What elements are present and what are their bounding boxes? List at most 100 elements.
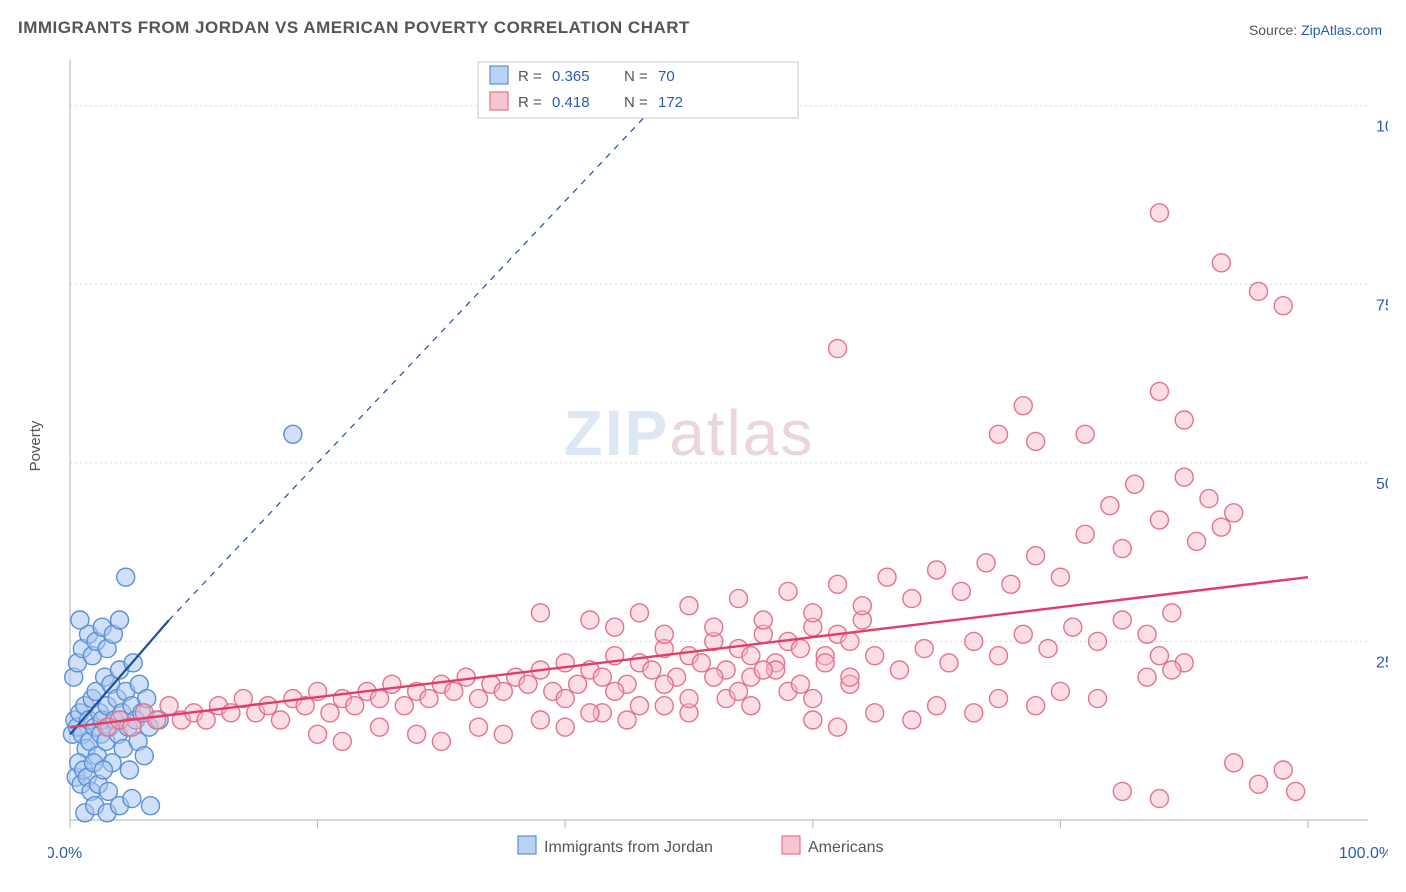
data-point (1027, 547, 1045, 565)
data-point (915, 640, 933, 658)
data-point (408, 725, 426, 743)
data-point (630, 604, 648, 622)
legend-swatch (782, 836, 800, 854)
data-point (117, 568, 135, 586)
data-point (606, 682, 624, 700)
data-point (829, 718, 847, 736)
data-point (829, 575, 847, 593)
data-point (1014, 625, 1032, 643)
data-point (148, 711, 166, 729)
data-point (1225, 754, 1243, 772)
data-point (866, 647, 884, 665)
data-point (692, 654, 710, 672)
data-point (494, 682, 512, 700)
data-point (866, 704, 884, 722)
data-point (630, 697, 648, 715)
data-point (1051, 682, 1069, 700)
data-point (878, 568, 896, 586)
data-point (1163, 604, 1181, 622)
data-point (903, 711, 921, 729)
data-point (470, 690, 488, 708)
data-point (730, 590, 748, 608)
data-point (940, 654, 958, 672)
data-point (816, 654, 834, 672)
data-point (371, 718, 389, 736)
data-point (593, 668, 611, 686)
data-point (1249, 282, 1267, 300)
data-point (791, 640, 809, 658)
data-point (965, 704, 983, 722)
x-tick-label: 0.0% (48, 845, 82, 862)
scatter-plot: 25.0%50.0%75.0%100.0%ZIPatlas0.0%100.0%R… (48, 50, 1388, 870)
data-point (705, 668, 723, 686)
y-tick-label: 100.0% (1376, 119, 1388, 136)
y-tick-label: 50.0% (1376, 476, 1388, 493)
data-point (420, 690, 438, 708)
data-point (705, 618, 723, 636)
data-point (804, 690, 822, 708)
data-point (94, 761, 112, 779)
source-link[interactable]: ZipAtlas.com (1301, 22, 1382, 38)
svg-text:N =: N = (624, 68, 648, 85)
legend-label: Americans (808, 839, 884, 856)
legend-swatch (518, 836, 536, 854)
data-point (71, 611, 89, 629)
data-point (1212, 254, 1230, 272)
source-attribution: Source: ZipAtlas.com (1249, 22, 1382, 38)
data-point (1113, 540, 1131, 558)
data-point (1027, 697, 1045, 715)
data-point (928, 697, 946, 715)
data-point (1175, 468, 1193, 486)
data-point (531, 604, 549, 622)
data-point (606, 618, 624, 636)
data-point (271, 711, 289, 729)
data-point (804, 711, 822, 729)
data-point (581, 704, 599, 722)
svg-text:R =: R = (518, 94, 542, 111)
data-point (120, 761, 138, 779)
svg-text:R =: R = (518, 68, 542, 85)
data-point (1138, 668, 1156, 686)
data-point (1051, 568, 1069, 586)
data-point (952, 582, 970, 600)
data-point (1150, 382, 1168, 400)
data-point (841, 632, 859, 650)
data-point (1113, 611, 1131, 629)
data-point (1150, 647, 1168, 665)
data-point (829, 340, 847, 358)
data-point (1225, 504, 1243, 522)
y-tick-label: 75.0% (1376, 297, 1388, 314)
data-point (779, 582, 797, 600)
data-point (853, 597, 871, 615)
data-point (1113, 782, 1131, 800)
y-tick-label: 25.0% (1376, 654, 1388, 671)
data-point (742, 697, 760, 715)
data-point (730, 682, 748, 700)
data-point (1150, 204, 1168, 222)
svg-text:N =: N = (624, 94, 648, 111)
legend-label: Immigrants from Jordan (544, 839, 713, 856)
data-point (1163, 661, 1181, 679)
data-point (346, 697, 364, 715)
x-tick-label: 100.0% (1339, 845, 1388, 862)
data-point (655, 625, 673, 643)
data-point (556, 718, 574, 736)
data-point (457, 668, 475, 686)
data-point (1076, 525, 1094, 543)
data-point (160, 697, 178, 715)
data-point (990, 425, 1008, 443)
data-point (383, 675, 401, 693)
data-point (135, 747, 153, 765)
data-point (581, 611, 599, 629)
data-point (556, 654, 574, 672)
data-point (309, 725, 327, 743)
data-point (1175, 411, 1193, 429)
data-point (1249, 775, 1267, 793)
data-point (1287, 782, 1305, 800)
data-point (321, 704, 339, 722)
data-point (259, 697, 277, 715)
data-point (1076, 425, 1094, 443)
data-point (990, 647, 1008, 665)
data-point (1089, 632, 1107, 650)
svg-text:0.418: 0.418 (552, 94, 590, 111)
